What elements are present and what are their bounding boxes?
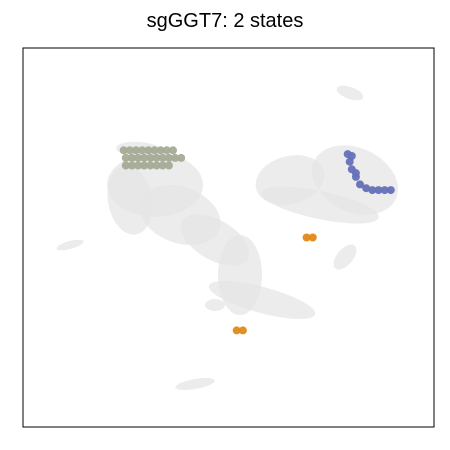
data-point: [144, 146, 153, 155]
data-point: [162, 146, 171, 155]
data-point: [127, 161, 136, 170]
data-point: [380, 186, 389, 195]
data-point: [140, 161, 149, 170]
data-point: [150, 146, 159, 155]
data-point: [362, 184, 371, 193]
data-point: [138, 146, 147, 155]
data-point: [127, 153, 136, 162]
data-point: [152, 161, 161, 170]
background-cell-cloud: [336, 85, 364, 101]
data-point: [169, 146, 177, 155]
data-point: [232, 326, 241, 335]
data-point: [134, 153, 143, 162]
data-point: [351, 169, 360, 178]
data-point: [119, 146, 128, 155]
background-cell-cloud: [261, 186, 379, 224]
background-cell-cloud: [107, 165, 153, 235]
data-point: [146, 153, 155, 162]
data-point: [386, 186, 395, 195]
data-point: [134, 161, 143, 170]
data-point: [177, 153, 186, 162]
data-point: [156, 146, 165, 155]
data-point: [152, 153, 161, 162]
state-points: [119, 146, 395, 335]
background-cells: [56, 85, 398, 391]
background-cell-cloud: [175, 377, 215, 391]
data-point: [158, 153, 167, 162]
data-point: [125, 146, 134, 155]
chart-title: sgGGT7: 2 states: [146, 10, 304, 32]
data-point: [238, 326, 247, 335]
data-point: [140, 153, 149, 162]
data-point: [302, 233, 311, 242]
data-point: [347, 152, 356, 160]
data-point: [171, 153, 180, 162]
background-cell-cloud: [205, 299, 225, 311]
data-point: [308, 233, 317, 242]
background-cell-cloud: [333, 244, 357, 270]
plot-frame: [22, 47, 435, 428]
background-cell-cloud: [208, 281, 316, 319]
data-point: [146, 161, 155, 170]
data-point: [374, 186, 383, 195]
data-point: [356, 180, 364, 189]
data-point: [164, 153, 173, 162]
data-point: [121, 153, 130, 162]
data-point: [164, 161, 173, 170]
background-cell-cloud: [56, 239, 84, 251]
data-point: [121, 161, 130, 170]
data-point: [132, 146, 140, 155]
data-point: [368, 186, 377, 195]
data-point: [158, 161, 167, 170]
